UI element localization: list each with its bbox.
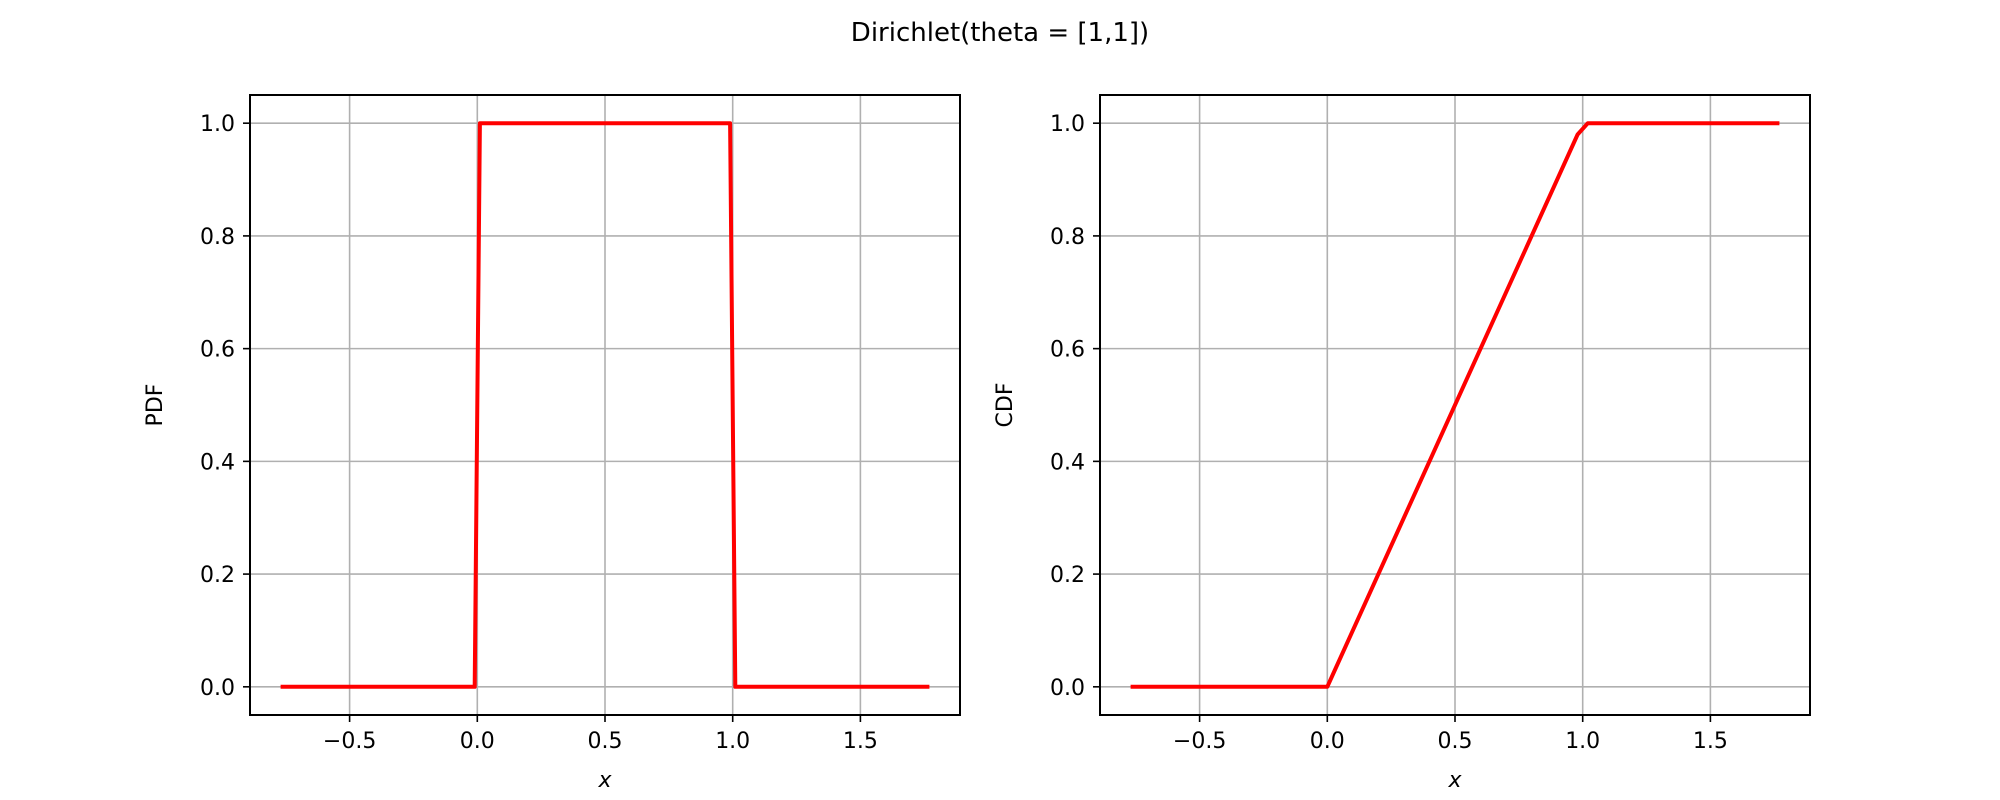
pdf-series-line	[280, 121, 930, 689]
pdf-y-tick-label: 0.6	[200, 338, 235, 363]
pdf-y-tick-label: 1.0	[200, 112, 235, 137]
cdf-y-tick-label: 0.8	[1050, 225, 1085, 250]
cdf-y-tick-label: 1.0	[1050, 112, 1085, 137]
cdf-x-axis-label: x	[1447, 768, 1462, 793]
figure-title: Dirichlet(theta = [1,1])	[851, 18, 1149, 48]
pdf-y-axis-label: PDF	[143, 384, 168, 427]
pdf-x-tick-label: 1.0	[715, 729, 750, 754]
cdf-y-axis-label: CDF	[993, 383, 1018, 428]
cdf-x-tick-label: 0.5	[1438, 729, 1473, 754]
cdf-series-line	[1130, 121, 1780, 689]
cdf-x-tick-label: −0.5	[1173, 729, 1226, 754]
cdf-y-tick-label: 0.4	[1050, 450, 1085, 475]
pdf-x-tick-label: −0.5	[323, 729, 376, 754]
cdf-plot: −0.5 0.0 0.5 1.0 1.5 0.0 0.2 0.4 0.6 0.8 1.0 x CDF	[993, 94, 1811, 793]
cdf-y-tick-label: 0.2	[1050, 563, 1085, 588]
cdf-x-tick-label: 1.0	[1565, 729, 1600, 754]
pdf-y-tick-label: 0.0	[200, 676, 235, 701]
pdf-x-tick-label: 1.5	[843, 729, 878, 754]
pdf-x-tick-label: 0.0	[460, 729, 495, 754]
pdf-x-axis-label: x	[597, 768, 612, 793]
pdf-y-tick-label: 0.2	[200, 563, 235, 588]
pdf-y-tick-label: 0.8	[200, 225, 235, 250]
cdf-x-tick-label: 0.0	[1310, 729, 1345, 754]
cdf-y-tick-label: 0.6	[1050, 338, 1085, 363]
pdf-x-tick-label: 0.5	[588, 729, 623, 754]
pdf-y-tick-label: 0.4	[200, 450, 235, 475]
cdf-x-tick-label: 1.5	[1693, 729, 1728, 754]
pdf-plot: −0.5 0.0 0.5 1.0 1.5 0.0 0.2 0.4 0.6 0.8 1.0 x PDF	[143, 94, 961, 793]
cdf-y-tick-label: 0.0	[1050, 676, 1085, 701]
